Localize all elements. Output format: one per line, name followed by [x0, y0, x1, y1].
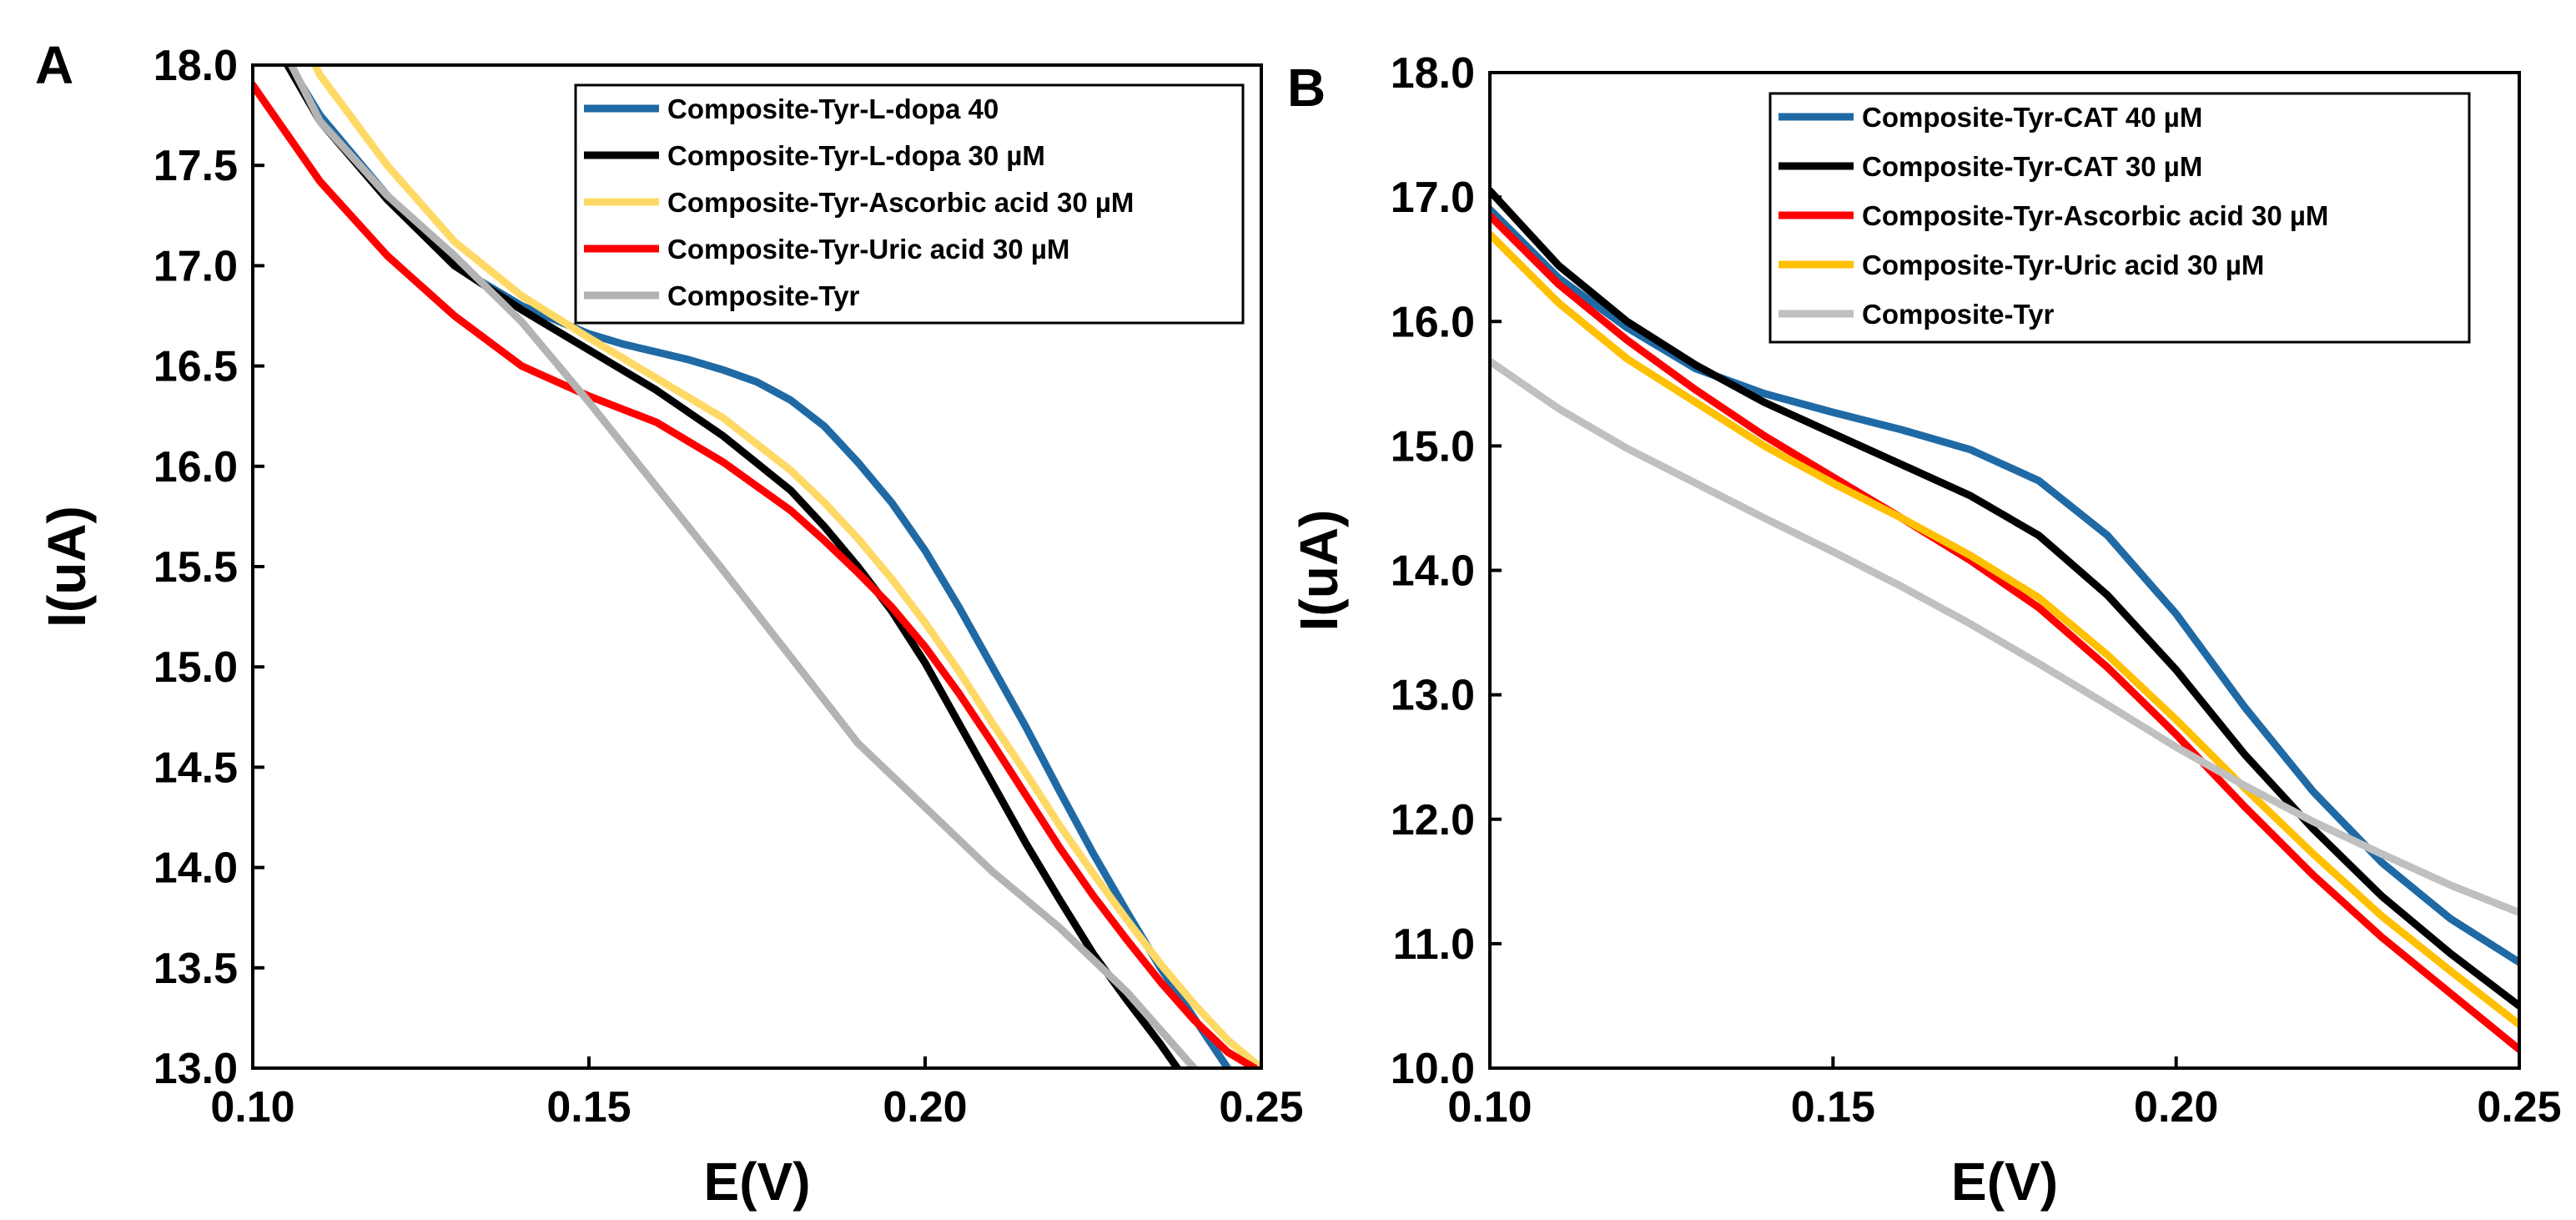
y-axis-title: I(uA) — [1289, 510, 1349, 632]
x-tick-label: 0.20 — [2134, 1083, 2218, 1132]
legend-label: Composite-Tyr — [667, 280, 860, 311]
y-tick-label: 14.0 — [1391, 547, 1475, 596]
y-tick-label: 18.0 — [1391, 49, 1475, 98]
y-tick-label: 10.0 — [1391, 1045, 1475, 1093]
y-tick-label: 13.0 — [153, 1045, 238, 1093]
chart-panel-b: B 10.0 11.0 12.0 13.0 14.0 15.0 16.0 17.0 18.0 0.1… — [1287, 49, 2562, 1212]
x-tick-label: 0.25 — [2477, 1083, 2561, 1132]
y-tick-label: 15.0 — [153, 643, 238, 692]
legend-label: Composite-Tyr-CAT 30 µM — [1862, 151, 2202, 182]
series-line-4 — [1490, 230, 2519, 1029]
x-tick-label: 0.20 — [883, 1083, 967, 1132]
legend-label: Composite-Tyr — [1862, 299, 2055, 330]
y-tick-label: 12.0 — [1391, 796, 1475, 844]
series-line-2 — [1490, 187, 2519, 1010]
y-axis-title: I(uA) — [37, 506, 97, 628]
series-line-5 — [1490, 357, 2519, 917]
legend-label: Composite-Tyr-Ascorbic acid 30 µM — [667, 187, 1134, 218]
legend-label: Composite-Tyr-Uric acid 30 µM — [1862, 250, 2264, 280]
y-tick-label: 16.0 — [153, 443, 238, 492]
y-tick-label: 15.5 — [153, 543, 238, 592]
y-tick-label: 17.0 — [1391, 174, 1475, 222]
legend: Composite-Tyr-CAT 40 µM Composite-Tyr-CAT… — [1768, 92, 2471, 344]
x-tick-label: 0.25 — [1219, 1083, 1303, 1132]
y-tick-label: 17.0 — [153, 242, 238, 290]
legend-box — [574, 83, 1245, 325]
y-tick-label: 18.0 — [153, 42, 238, 90]
legend-label: Composite-Tyr-Uric acid 30 µM — [667, 234, 1069, 265]
x-tick-label: 0.10 — [210, 1083, 294, 1132]
y-tick-label: 14.5 — [153, 744, 238, 792]
series-line-3 — [310, 65, 1261, 1068]
series-line-3 — [1490, 212, 2519, 1054]
series-group — [1490, 187, 2519, 1054]
x-axis-title: E(V) — [704, 1152, 811, 1212]
legend: Composite-Tyr-L-dopa 40 Composite-Tyr-L-d… — [574, 83, 1245, 325]
legend-label: Composite-Tyr-L-dopa 30 µM — [667, 140, 1045, 171]
panel-letter: A — [35, 35, 73, 95]
x-tick-label: 0.10 — [1447, 1083, 1532, 1132]
legend-label: Composite-Tyr-Ascorbic acid 30 µM — [1862, 200, 2328, 231]
y-tick-label: 13.0 — [1391, 672, 1475, 720]
y-tick-label: 16.5 — [153, 343, 238, 391]
panel-letter: B — [1287, 58, 1326, 118]
series-group — [253, 65, 1261, 1068]
y-tick-label: 15.0 — [1391, 422, 1475, 471]
x-tick-label: 0.15 — [1791, 1083, 1875, 1132]
legend-label: Composite-Tyr-L-dopa 40 — [667, 93, 999, 124]
y-tick-label: 11.0 — [1393, 920, 1475, 969]
x-tick-label: 0.15 — [546, 1083, 631, 1132]
series-line-5 — [287, 65, 1198, 1068]
series-line-1 — [1490, 205, 2519, 966]
series-line-4 — [253, 81, 1259, 1068]
y-tick-label: 13.5 — [153, 945, 238, 993]
y-tick-label: 17.5 — [153, 142, 238, 190]
y-tick-label: 16.0 — [1391, 298, 1475, 346]
chart-panel-a: A 13.0 13.5 14.0 14.5 15.0 15.5 16.0 16.5 17.0 17.… — [35, 35, 1304, 1212]
legend-label: Composite-Tyr-CAT 40 µM — [1862, 102, 2202, 133]
legend-box — [1768, 92, 2471, 344]
x-axis-title: E(V) — [1951, 1152, 2058, 1212]
y-tick-label: 14.0 — [153, 844, 238, 893]
